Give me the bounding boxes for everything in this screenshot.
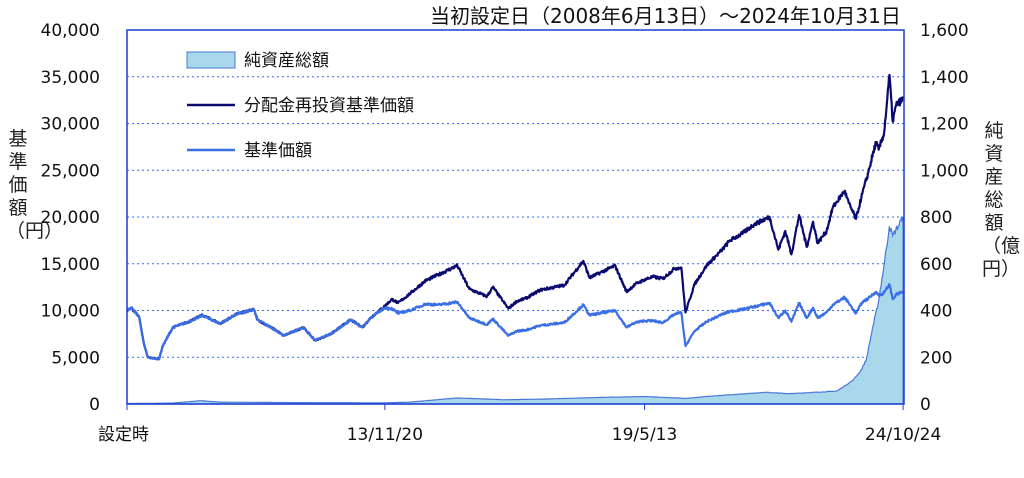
right-tick-label: 400	[920, 302, 952, 322]
legend-label: 基準価額	[244, 141, 312, 161]
left-tick-label: 0	[89, 395, 100, 415]
price-lines-layer	[126, 73, 905, 361]
left-axis-ticks: 40,000 35,000 30,000 25,000 20,000 15,000 10,0…	[41, 21, 100, 415]
right-tick-label: 1,200	[920, 115, 969, 135]
x-tick-label: 19/5/13	[612, 425, 678, 445]
left-tick-label: 25,000	[41, 161, 100, 181]
legend-label: 分配金再投資基準価額	[244, 96, 414, 116]
left-tick-label: 40,000	[41, 21, 100, 41]
right-tick-label: 200	[920, 348, 952, 368]
left-tick-label: 5,000	[51, 348, 100, 368]
right-tick-label: 0	[920, 395, 931, 415]
right-tick-label: 600	[920, 255, 952, 275]
plot-frame	[126, 29, 905, 405]
right-tick-label: 1,000	[920, 161, 969, 181]
net-assets-area-layer	[126, 216, 904, 405]
x-tick-label: 設定時	[98, 425, 149, 445]
left-tick-label: 20,000	[41, 208, 100, 228]
series-area-net-assets	[126, 216, 904, 405]
legend-swatch-area	[186, 51, 236, 69]
right-tick-label: 800	[920, 208, 952, 228]
x-axis-ticks: 設定時 13/11/20 19/5/13 24/10/24	[98, 404, 941, 445]
right-tick-label: 1,400	[920, 68, 969, 88]
x-tick-label: 13/11/20	[347, 425, 423, 445]
left-tick-label: 35,000	[41, 68, 100, 88]
left-tick-label: 15,000	[41, 255, 100, 275]
x-tick-label: 24/10/24	[865, 425, 941, 445]
chart-title: 当初設定日（2008年6月13日）～2024年10月31日	[430, 4, 901, 28]
series-line-nav	[126, 283, 904, 361]
left-tick-label: 30,000	[41, 115, 100, 135]
legend-label: 純資産総額	[244, 51, 329, 71]
left-tick-label: 10,000	[41, 302, 100, 322]
right-tick-label: 1,600	[920, 21, 969, 41]
right-axis-ticks: 1,600 1,400 1,200 1,000 800 600 400 200 0	[920, 21, 969, 415]
